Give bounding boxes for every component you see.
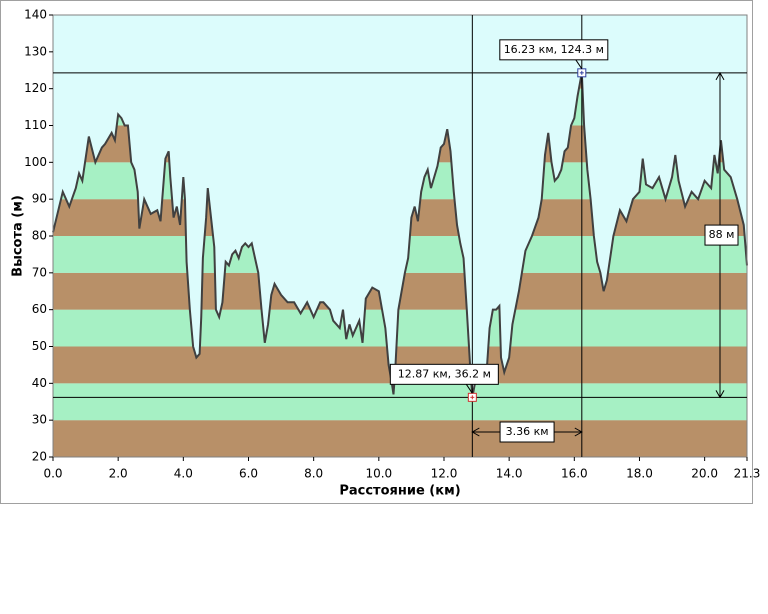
x-tick-label: 16.0 — [561, 467, 588, 481]
x-axis-title: Расстояние (км) — [339, 484, 460, 499]
distance-label-box — [499, 421, 555, 443]
x-tick-label: 4.0 — [174, 467, 193, 481]
elevation-line — [52, 72, 748, 398]
y-tick-label: 120 — [24, 81, 47, 95]
arrow-head — [715, 71, 725, 399]
height-label: 88 м — [709, 228, 735, 241]
y-tick-label: 130 — [24, 44, 47, 58]
y-axis-title: Высота (м) — [11, 195, 26, 277]
x-tick-label: 20.0 — [691, 467, 718, 481]
y-tick-label: 90 — [32, 192, 47, 206]
marker-leader — [465, 384, 473, 394]
y-tick-label: 20 — [32, 450, 47, 464]
y-tick-label: 60 — [32, 302, 47, 316]
y-tick-label: 80 — [32, 229, 47, 243]
distance-label: 3.36 км — [506, 425, 549, 438]
y-tick-label: 110 — [24, 118, 47, 132]
height-label-box — [704, 224, 739, 246]
marker-label-box — [389, 363, 499, 385]
y-tick-label: 50 — [32, 339, 47, 353]
elevation-band — [53, 309, 747, 347]
x-tick-label: 0.0 — [43, 467, 62, 481]
y-tick-label: 40 — [32, 376, 47, 390]
y-tick-label: 140 — [24, 8, 47, 22]
x-tick-label: 6.0 — [239, 467, 258, 481]
elevation-band — [53, 383, 747, 421]
marker-label: 16.23 км, 124.3 м — [504, 43, 604, 56]
x-tick-label: 8.0 — [304, 467, 323, 481]
y-tick-label: 100 — [24, 155, 47, 169]
x-tick-label: 14.0 — [496, 467, 523, 481]
marker-label-box — [499, 39, 609, 61]
x-tick-label: 21.3 — [734, 467, 761, 481]
x-tick-label: 10.0 — [365, 467, 392, 481]
elevation-band — [53, 420, 747, 457]
x-tick-label: 12.0 — [431, 467, 458, 481]
x-tick-label: 18.0 — [626, 467, 653, 481]
y-tick-label: 30 — [32, 413, 47, 427]
arrow-head — [471, 427, 583, 437]
marker-leader — [575, 59, 583, 70]
y-tick-label: 70 — [32, 265, 47, 279]
x-tick-label: 2.0 — [109, 467, 128, 481]
marker-label: 12.87 км, 36.2 м — [398, 367, 491, 380]
